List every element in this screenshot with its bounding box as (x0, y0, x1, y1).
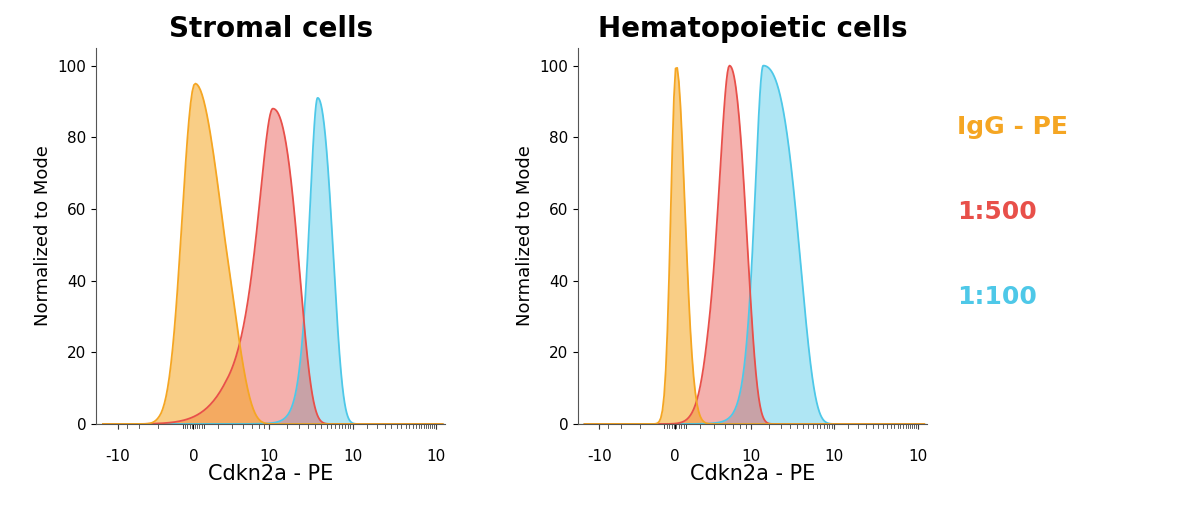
Text: -10: -10 (105, 449, 130, 464)
X-axis label: Cdkn2a - PE: Cdkn2a - PE (690, 464, 815, 484)
Text: 10: 10 (426, 449, 445, 464)
Title: Hematopoietic cells: Hematopoietic cells (597, 15, 908, 42)
Y-axis label: Normalized to Mode: Normalized to Mode (515, 145, 533, 326)
Text: 10: 10 (343, 449, 362, 464)
Text: 10: 10 (825, 449, 844, 464)
Text: IgG - PE: IgG - PE (957, 115, 1068, 139)
Title: Stromal cells: Stromal cells (169, 15, 373, 42)
Text: 10: 10 (908, 449, 927, 464)
Text: 10: 10 (742, 449, 761, 464)
X-axis label: Cdkn2a - PE: Cdkn2a - PE (208, 464, 334, 484)
Text: 0: 0 (671, 449, 680, 464)
Text: 10: 10 (260, 449, 279, 464)
Text: 0: 0 (189, 449, 199, 464)
Y-axis label: Normalized to Mode: Normalized to Mode (34, 145, 52, 326)
Text: 1:100: 1:100 (957, 285, 1037, 309)
Text: 1:500: 1:500 (957, 200, 1037, 224)
Text: -10: -10 (586, 449, 612, 464)
